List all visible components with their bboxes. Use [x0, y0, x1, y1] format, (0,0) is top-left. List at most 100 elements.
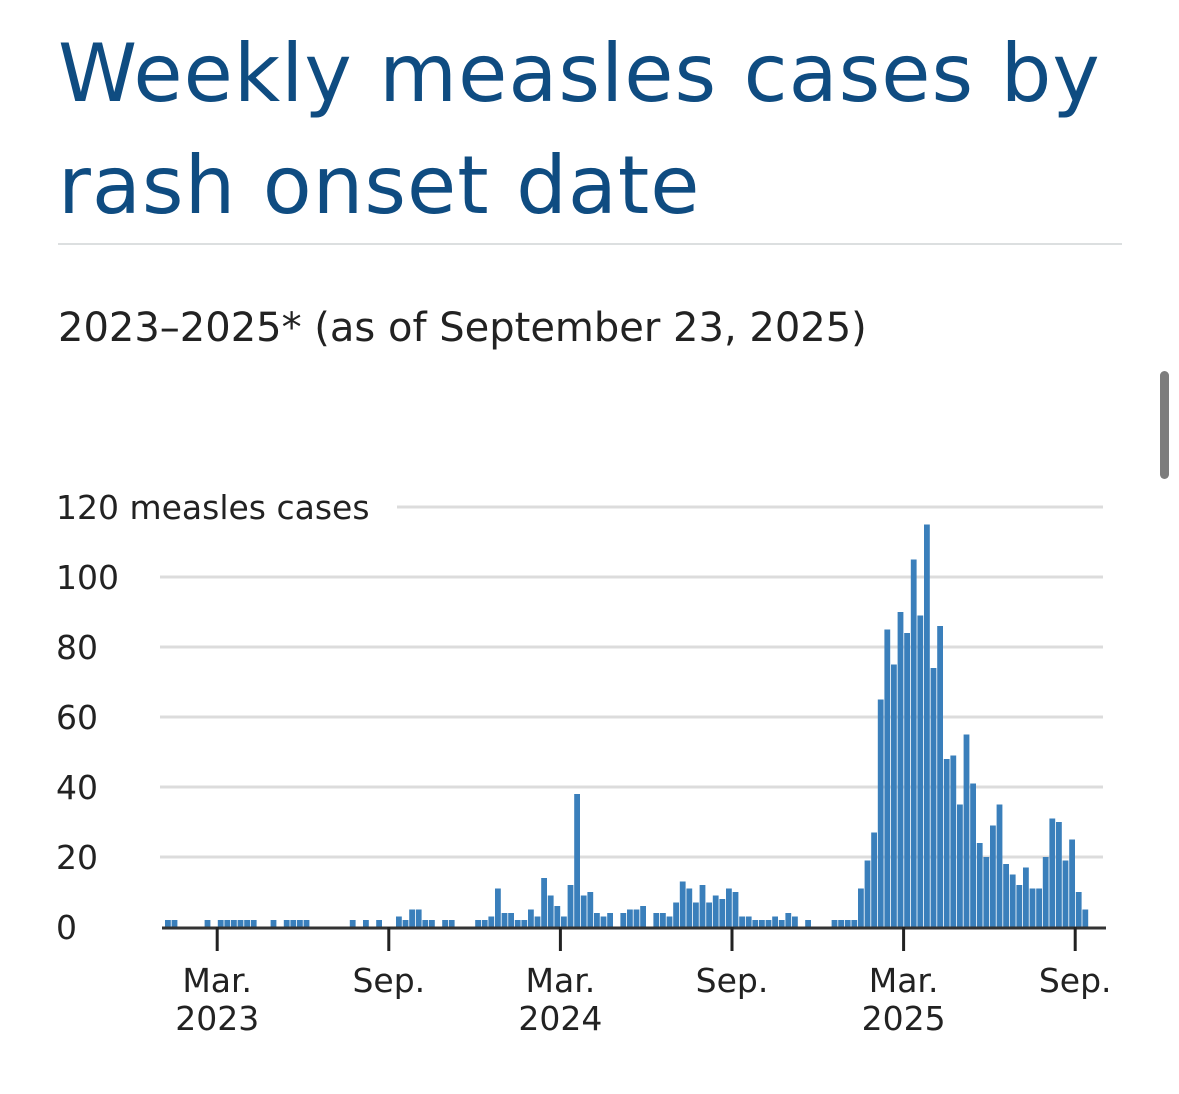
bar	[910, 559, 917, 927]
bar	[726, 888, 732, 927]
bar	[561, 916, 567, 927]
bars	[165, 524, 1089, 927]
x-tick-label: Mar.	[869, 961, 939, 1000]
scrollbar[interactable]	[1160, 371, 1169, 479]
bar	[1075, 892, 1082, 927]
bar	[937, 626, 943, 927]
y-tick-label: 40	[56, 768, 98, 807]
bar	[785, 913, 792, 927]
x-tick-label: Mar.	[182, 961, 252, 1000]
y-tick-label: 20	[56, 838, 98, 877]
bar	[290, 920, 297, 927]
y-tick-label: 0	[56, 908, 77, 947]
bar	[838, 920, 844, 927]
bar	[376, 920, 382, 927]
bar	[976, 843, 983, 927]
bar	[1023, 867, 1029, 927]
x-tick-label: Sep.	[696, 961, 769, 1000]
bar	[270, 920, 277, 927]
bar	[250, 920, 257, 927]
x-tick-label: Mar.	[526, 961, 596, 1000]
bar	[686, 888, 693, 927]
bar	[396, 916, 402, 927]
bar	[752, 920, 759, 927]
bar	[719, 899, 726, 927]
bar	[831, 920, 838, 927]
bar	[422, 920, 429, 927]
y-tick-label: 80	[56, 628, 98, 667]
bar	[488, 916, 495, 927]
bar	[171, 920, 178, 927]
bar	[990, 825, 996, 927]
bar	[231, 920, 237, 927]
bar	[217, 920, 224, 927]
bar	[600, 916, 607, 927]
bar	[224, 920, 231, 927]
bar	[970, 783, 976, 927]
bar	[244, 920, 250, 927]
bar	[547, 895, 554, 927]
x-tick-year: 2024	[518, 999, 602, 1038]
bar	[521, 920, 528, 927]
bar	[165, 920, 171, 927]
bar	[996, 804, 1003, 927]
bar	[871, 832, 877, 927]
bar	[963, 734, 970, 927]
bar	[481, 920, 488, 927]
y-tick-label: 120 measles cases	[56, 488, 370, 527]
bar	[409, 909, 415, 927]
y-axis-labels: 0 20 40 60 80 100 120 measles cases	[56, 488, 370, 947]
bar	[495, 888, 501, 927]
bar	[957, 804, 963, 927]
bar	[653, 913, 660, 927]
bar	[844, 920, 851, 927]
bar	[917, 615, 924, 927]
y-tick-label: 60	[56, 698, 98, 737]
bar	[1082, 909, 1089, 927]
bar	[745, 916, 752, 927]
bar	[891, 664, 897, 927]
bar	[792, 916, 798, 927]
bar	[1042, 857, 1049, 927]
bar	[567, 885, 574, 927]
bar	[877, 699, 884, 927]
chart-subtitle: 2023–2025* (as of September 23, 2025)	[58, 305, 867, 351]
bar	[699, 885, 706, 927]
bar	[884, 629, 891, 927]
bar	[283, 920, 290, 927]
bar	[943, 759, 950, 927]
bar	[237, 920, 244, 927]
bar	[514, 920, 521, 927]
bar	[363, 920, 369, 927]
x-tick-year: 2023	[175, 999, 259, 1038]
x-tick-label: Sep.	[1039, 961, 1112, 1000]
bar	[1036, 888, 1042, 927]
bar	[534, 916, 541, 927]
y-tick-label: 100	[56, 558, 119, 597]
bar	[627, 909, 633, 927]
bar	[712, 895, 719, 927]
bar	[693, 902, 699, 927]
x-tick-year: 2025	[862, 999, 946, 1038]
bar	[904, 633, 910, 927]
bar	[930, 668, 937, 927]
bar	[448, 920, 455, 927]
bar	[851, 920, 858, 927]
chart-title: Weekly measles cases by rash onset date	[58, 27, 1101, 232]
bar	[765, 920, 772, 927]
bar	[950, 755, 957, 927]
bar	[402, 920, 409, 927]
bar	[501, 913, 508, 927]
bar	[679, 881, 686, 927]
bar	[574, 794, 580, 927]
bar	[554, 906, 561, 927]
bar	[732, 892, 739, 927]
bar	[924, 524, 930, 927]
bar	[759, 920, 765, 927]
bar	[297, 920, 303, 927]
bar	[594, 913, 600, 927]
bar	[607, 913, 613, 927]
bar	[858, 888, 864, 927]
